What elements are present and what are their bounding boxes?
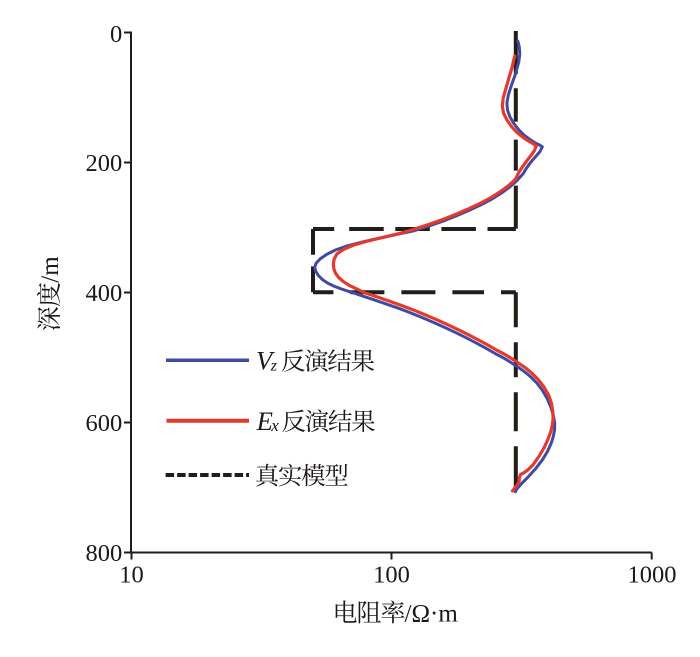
svg-text:x: x <box>270 416 279 435</box>
svg-text:/Ω·m: /Ω·m <box>405 601 459 628</box>
svg-text:0: 0 <box>110 21 122 48</box>
svg-text:100: 100 <box>373 562 410 589</box>
svg-text:E: E <box>256 406 273 436</box>
svg-text:200: 200 <box>86 150 123 177</box>
svg-text:400: 400 <box>86 280 123 307</box>
svg-text:z: z <box>270 358 278 375</box>
svg-text:/m: /m <box>37 256 64 283</box>
svg-text:V: V <box>256 346 275 376</box>
svg-text:800: 800 <box>86 540 123 567</box>
svg-text:600: 600 <box>86 410 123 437</box>
svg-text:10: 10 <box>119 562 144 589</box>
svg-text:1000: 1000 <box>628 562 677 589</box>
